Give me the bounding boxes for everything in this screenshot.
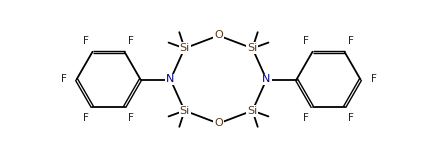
Text: F: F [128,35,134,45]
Text: O: O [214,118,223,128]
Text: F: F [83,114,89,124]
Text: F: F [303,114,309,124]
Text: F: F [303,35,309,45]
Text: Si: Si [247,106,257,116]
Text: O: O [214,31,223,41]
Text: F: F [348,114,354,124]
Text: F: F [348,35,354,45]
Text: F: F [371,75,376,84]
Text: Si: Si [247,43,257,53]
Text: Si: Si [180,106,190,116]
Text: N: N [262,75,271,84]
Text: Si: Si [180,43,190,53]
Text: F: F [83,35,89,45]
Text: F: F [61,75,66,84]
Text: N: N [166,75,175,84]
Text: F: F [128,114,134,124]
